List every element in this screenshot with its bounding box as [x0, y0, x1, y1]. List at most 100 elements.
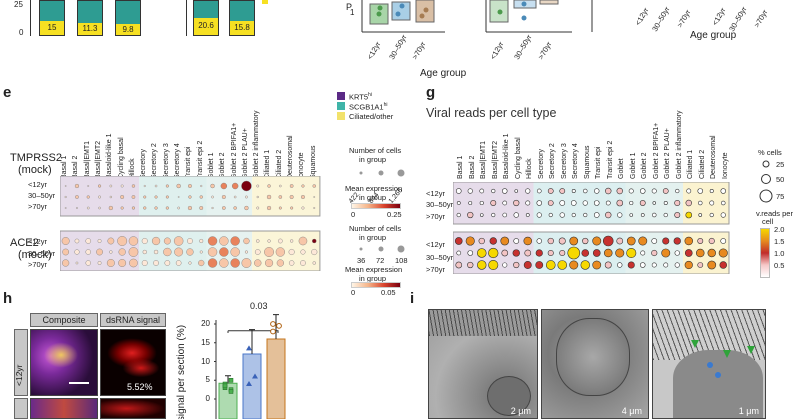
e-row-label: <12yr — [28, 180, 47, 189]
row1-label: <12yr — [14, 364, 24, 387]
g-dot — [685, 211, 693, 219]
e-dot — [300, 249, 306, 255]
e-dot — [278, 206, 282, 210]
e-dot — [131, 195, 136, 199]
gene1-label-line1: TMPRSS2 — [10, 152, 62, 164]
e-dot — [96, 248, 103, 256]
e-dot — [300, 260, 306, 266]
bar-b1-label: 20.6 — [198, 21, 214, 30]
e-dot — [131, 206, 136, 210]
e-dot — [313, 207, 316, 209]
e-dot — [143, 184, 146, 188]
e-dot — [198, 259, 205, 267]
e-dot — [106, 259, 115, 267]
h-point — [228, 389, 234, 394]
e-dot — [267, 184, 271, 188]
g-dot — [663, 212, 668, 218]
arrow-green-1 — [691, 340, 699, 348]
g-dot — [570, 200, 577, 206]
g-dot — [491, 212, 496, 218]
e-dot — [128, 247, 139, 257]
e-dot — [233, 195, 237, 199]
g-col-label: Basaloid-like 1 — [503, 133, 510, 179]
g-col-label: Goblet 2 inflammatory — [675, 110, 683, 179]
e-dot — [207, 236, 218, 246]
g-dot — [628, 188, 634, 194]
e-dot — [85, 238, 92, 244]
box-tick-1: 1 — [350, 8, 355, 17]
g-dot — [456, 201, 461, 205]
e-dot — [74, 183, 80, 189]
e-dot — [177, 206, 180, 210]
g-dot — [720, 188, 726, 194]
g-dot — [567, 246, 581, 260]
g-dot — [536, 212, 542, 218]
g-row-label: 30–50yr — [426, 200, 454, 209]
vreads-tick-2: 2.0 — [774, 225, 785, 234]
g-col-label: Cycling basal — [514, 137, 522, 179]
gene2-label-line2: (mock) — [18, 249, 52, 261]
pct-25: 25 — [776, 160, 785, 169]
panel-h-pvalue: 0.03 — [250, 301, 268, 311]
g-col-label: Secretory 2 — [549, 143, 556, 179]
e-col-label: Goblet 2 BPIFA1+ — [230, 122, 238, 179]
g-dot — [629, 213, 634, 217]
g-dot — [662, 188, 669, 194]
legend-group-sup-1: hi — [383, 102, 388, 108]
bar-a3: 9.8 — [115, 0, 141, 36]
right-age-tick-6: >70yr — [752, 8, 770, 30]
e-dot — [154, 206, 158, 210]
e-dot — [278, 195, 283, 199]
g-dot — [547, 188, 554, 194]
e-dot — [278, 238, 283, 244]
g-dot — [707, 260, 717, 270]
g-dot — [605, 211, 612, 219]
e-dot — [87, 185, 90, 187]
g-col-label: Ciliated 2 — [698, 149, 706, 179]
g-dot — [490, 200, 497, 206]
dsrna-image-2 — [100, 398, 166, 419]
e-dot — [165, 184, 169, 188]
bar-a1-label: 15 — [47, 23, 57, 32]
g-col-label: Goblet — [618, 158, 625, 179]
legend-swatch-1 — [337, 102, 345, 110]
dsrna-header: dsRNA signal — [100, 313, 166, 327]
g-dot — [684, 249, 693, 257]
e-dot — [289, 184, 294, 188]
g-dot — [639, 188, 646, 194]
vreads-title2: cell — [762, 217, 774, 226]
h-point — [222, 383, 228, 389]
size-legend-2-dots — [359, 245, 405, 253]
e-dot — [109, 184, 113, 188]
em-image-2: 4 μm — [541, 309, 649, 419]
e-dot — [62, 259, 70, 267]
g-dot — [604, 261, 612, 269]
g-dot — [684, 260, 693, 270]
e-dot — [207, 258, 218, 268]
g-dot — [456, 212, 461, 218]
right-age-tick-4: <12yr — [710, 6, 728, 27]
g-dot — [513, 212, 519, 218]
g-dot — [720, 200, 726, 206]
g-dot — [674, 262, 680, 268]
e-dot — [141, 238, 148, 244]
bar-b2: 15.8 — [229, 0, 255, 36]
size-legend-2-v1: 36 — [357, 256, 366, 265]
panel-g-title: Viral reads per cell type — [426, 106, 557, 120]
e-dot — [118, 248, 126, 256]
g-dot — [513, 238, 520, 244]
h-ytick: 20 — [201, 319, 210, 328]
e-dot — [98, 206, 101, 210]
g-col-label: Goblet 2 BPIFA1+ — [652, 122, 660, 179]
size-legend-1-dots — [359, 169, 405, 177]
g-dot — [719, 261, 728, 269]
e-dot — [298, 236, 308, 246]
vreads-title1: v.reads per — [756, 209, 793, 218]
g-dot — [477, 248, 487, 258]
e-col-label: Transit epi — [185, 146, 193, 179]
g-dot — [626, 236, 636, 246]
pct-50: 50 — [776, 175, 785, 184]
g-dot — [479, 188, 485, 194]
e-dot — [289, 194, 294, 200]
e-dot — [85, 249, 91, 255]
